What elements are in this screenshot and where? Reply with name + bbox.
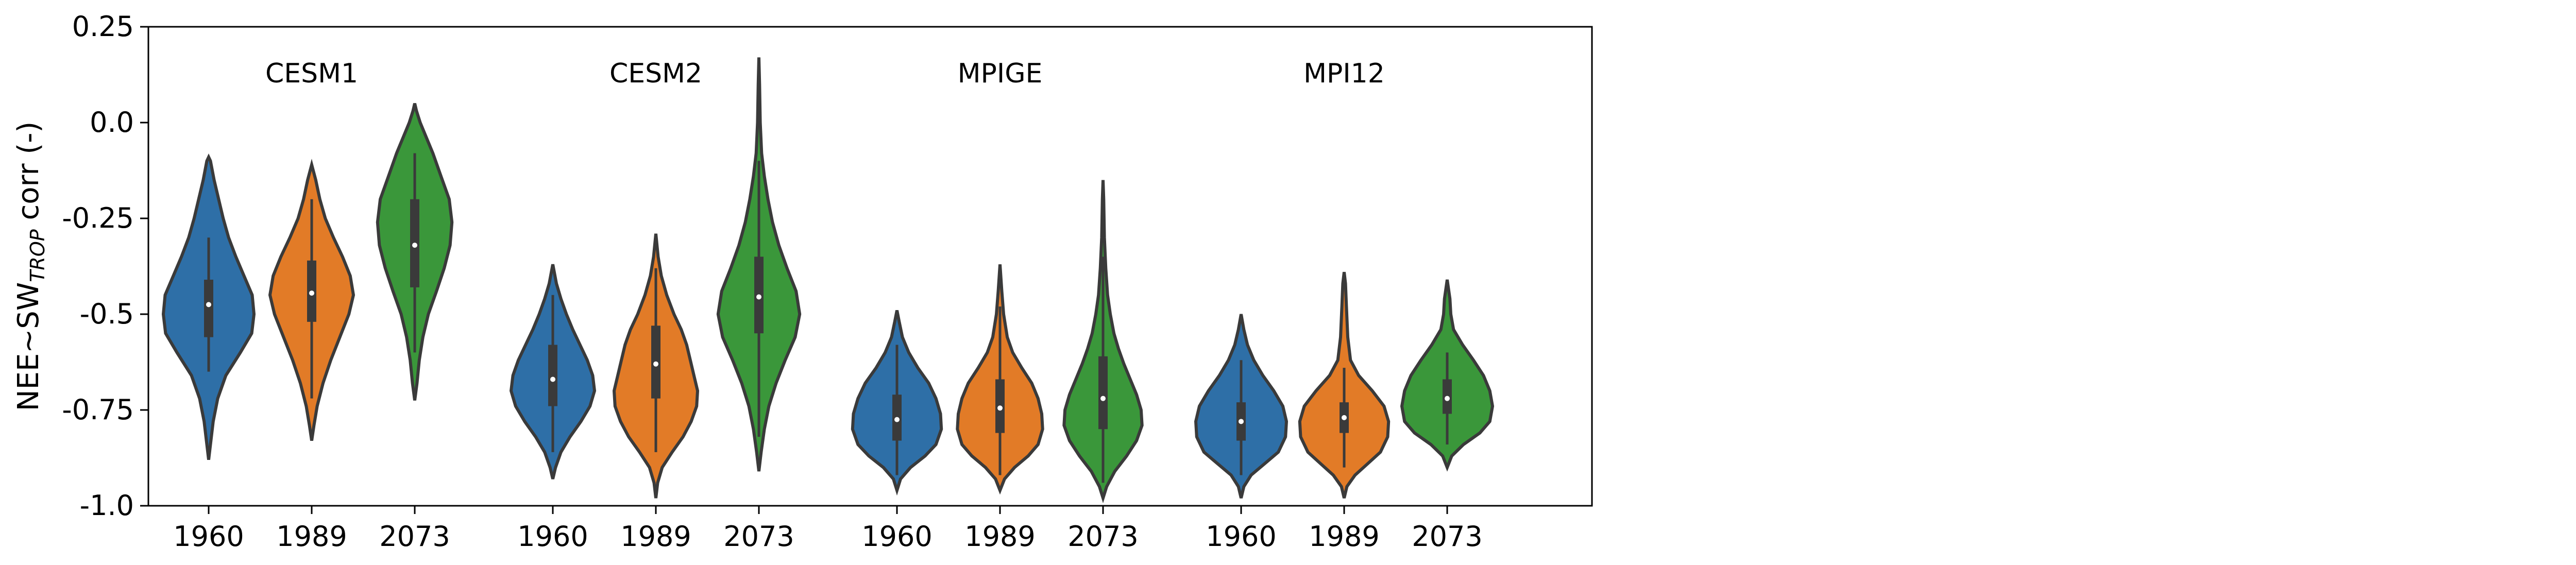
y-axis-label: NEE~SWTROP corr (-) xyxy=(12,122,49,412)
median-dot-mpi12-1960 xyxy=(1239,419,1244,424)
median-dot-cesm1-1960 xyxy=(206,302,211,307)
x-tick-label: 1989 xyxy=(276,520,347,553)
median-dot-cesm1-2073 xyxy=(412,243,417,248)
x-tick-label: 2073 xyxy=(1067,520,1138,553)
x-tick-label: 1989 xyxy=(964,520,1035,553)
iqr-box-mpige-2073 xyxy=(1098,356,1108,430)
group-label-cesm2: CESM2 xyxy=(609,58,702,89)
y-tick-label: 0.0 xyxy=(90,106,134,139)
median-dot-cesm2-1989 xyxy=(653,361,658,367)
median-dot-cesm1-1989 xyxy=(309,290,314,296)
median-dot-mpige-1989 xyxy=(997,405,1003,411)
y-tick-label: 0.25 xyxy=(72,10,134,43)
y-tick-label: -0.25 xyxy=(62,202,134,234)
x-tick-label: 2073 xyxy=(1412,520,1482,553)
y-tick-label: -0.75 xyxy=(62,393,134,426)
axes: 0.25 0.0 -0.25 -0.5 -0.75 -1.0 1960 1989 2073 196… xyxy=(12,10,1593,553)
x-tick-label: 1960 xyxy=(173,520,244,553)
x-tick-label: 1960 xyxy=(517,520,588,553)
y-axis-label-suffix: corr (-) xyxy=(12,122,45,230)
x-tick-label: 2073 xyxy=(379,520,450,553)
median-dot-mpi12-2073 xyxy=(1445,396,1450,401)
median-dot-mpi12-1989 xyxy=(1342,415,1347,420)
median-dot-mpige-2073 xyxy=(1100,396,1106,401)
x-tick-label: 1989 xyxy=(620,520,691,553)
median-dot-cesm2-2073 xyxy=(756,294,761,300)
median-dot-mpige-1960 xyxy=(894,417,900,422)
x-tick-label: 1960 xyxy=(861,520,932,553)
axes-frame xyxy=(147,26,1593,507)
iqr-box-cesm1-1960 xyxy=(204,280,213,337)
y-axis-label-prefix: NEE~SW xyxy=(12,282,45,412)
x-tick-label: 2073 xyxy=(723,520,794,553)
y-tick-label: -1.0 xyxy=(80,489,134,522)
x-tick-label: 1960 xyxy=(1206,520,1276,553)
plot-area: CESM1 CESM2 MPIGE MPI12 xyxy=(161,57,1495,504)
iqr-box-cesm2-1960 xyxy=(548,345,557,406)
median-dot-cesm2-1960 xyxy=(550,376,555,382)
group-label-mpige: MPIGE xyxy=(958,58,1043,89)
y-axis-label-subscript: TROP xyxy=(26,229,49,282)
x-tick-label: 1989 xyxy=(1309,520,1379,553)
group-label-cesm1: CESM1 xyxy=(265,58,358,89)
y-tick-label: -0.5 xyxy=(80,298,134,330)
group-label-mpi12: MPI12 xyxy=(1303,58,1385,89)
